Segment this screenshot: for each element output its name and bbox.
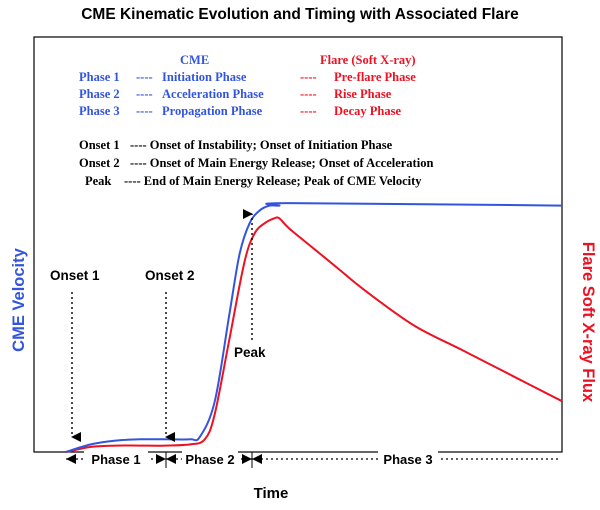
legend-phase-cme: Initiation Phase (162, 70, 247, 84)
legend-phase-flare: Rise Phase (334, 87, 392, 101)
legend-phase-sep: ---- (300, 70, 317, 84)
legend-phase-sep: ---- (300, 104, 317, 118)
legend-onset-label: Onset 1 (79, 138, 120, 152)
legend-onset-label: Peak (85, 174, 111, 188)
y-axis-right-label: Flare Soft X-ray Flux (579, 242, 597, 403)
plot-frame (33, 36, 563, 453)
cme-velocity-curve (65, 202, 563, 453)
phase2-left-arrow (166, 454, 176, 464)
onset1-label: Onset 1 (50, 268, 100, 283)
phase3-label: Phase 3 (383, 452, 432, 467)
legend-onset-label: Onset 2 (79, 156, 120, 170)
legend-onset-row: Onset 2 ---- Onset of Main Energy Releas… (79, 156, 433, 170)
legend-phase-row: Phase 1 ---- Initiation Phase ---- Pre-f… (79, 70, 416, 84)
legend-phase-cme: Propagation Phase (162, 104, 263, 118)
legend: CME Flare (Soft X-ray) Phase 1 ---- Init… (79, 53, 433, 188)
legend-flare-header: Flare (Soft X-ray) (320, 53, 416, 67)
legend-phase-cme: Acceleration Phase (162, 87, 264, 101)
phase1-label: Phase 1 (91, 452, 140, 467)
legend-phase-sep: ---- (136, 104, 153, 118)
legend-phase-flare: Pre-flare Phase (334, 70, 416, 84)
flare-sxr-curve (65, 216, 563, 453)
onset2-label: Onset 2 (145, 268, 195, 283)
legend-onset-desc: ---- Onset of Main Energy Release; Onset… (130, 156, 433, 170)
phase1-left-arrow (66, 454, 76, 464)
legend-onset-desc: ---- End of Main Energy Release; Peak of… (124, 174, 422, 188)
legend-phase-sep: ---- (300, 87, 317, 101)
legend-phase-sep: ---- (136, 70, 153, 84)
legend-phase-label: Phase 2 (79, 87, 120, 101)
legend-onset-row: Peak ---- End of Main Energy Release; Pe… (85, 174, 422, 188)
y-axis-left-label: CME Velocity (10, 247, 28, 351)
legend-phase-row: Phase 2 ---- Acceleration Phase ---- Ris… (79, 87, 392, 101)
x-axis-label: Time (254, 485, 289, 502)
legend-phase-row: Phase 3 ---- Propagation Phase ---- Deca… (79, 104, 401, 118)
legend-phase-flare: Decay Phase (334, 104, 401, 118)
onset2-marker: Onset 2 (145, 268, 195, 442)
phase1-right-arrow (156, 454, 166, 464)
onset1-marker: Onset 1 (50, 268, 100, 442)
phase2-right-arrow (242, 454, 252, 464)
legend-phase-sep: ---- (136, 87, 153, 101)
legend-onset-desc: ---- Onset of Instability; Onset of Init… (130, 138, 393, 152)
diagram-title: CME Kinematic Evolution and Timing with … (81, 6, 519, 23)
legend-phase-label: Phase 1 (79, 70, 120, 84)
phase2-label: Phase 2 (185, 452, 234, 467)
legend-cme-header: CME (180, 53, 209, 67)
peak-marker: Peak (234, 209, 266, 360)
legend-onset-row: Onset 1 ---- Onset of Instability; Onset… (79, 138, 393, 152)
peak-label: Peak (234, 345, 266, 360)
phase3-left-arrow (252, 454, 262, 464)
legend-phase-label: Phase 3 (79, 104, 120, 118)
phase-timeline: Phase 1 Phase 2 Phase 3 (66, 451, 560, 469)
